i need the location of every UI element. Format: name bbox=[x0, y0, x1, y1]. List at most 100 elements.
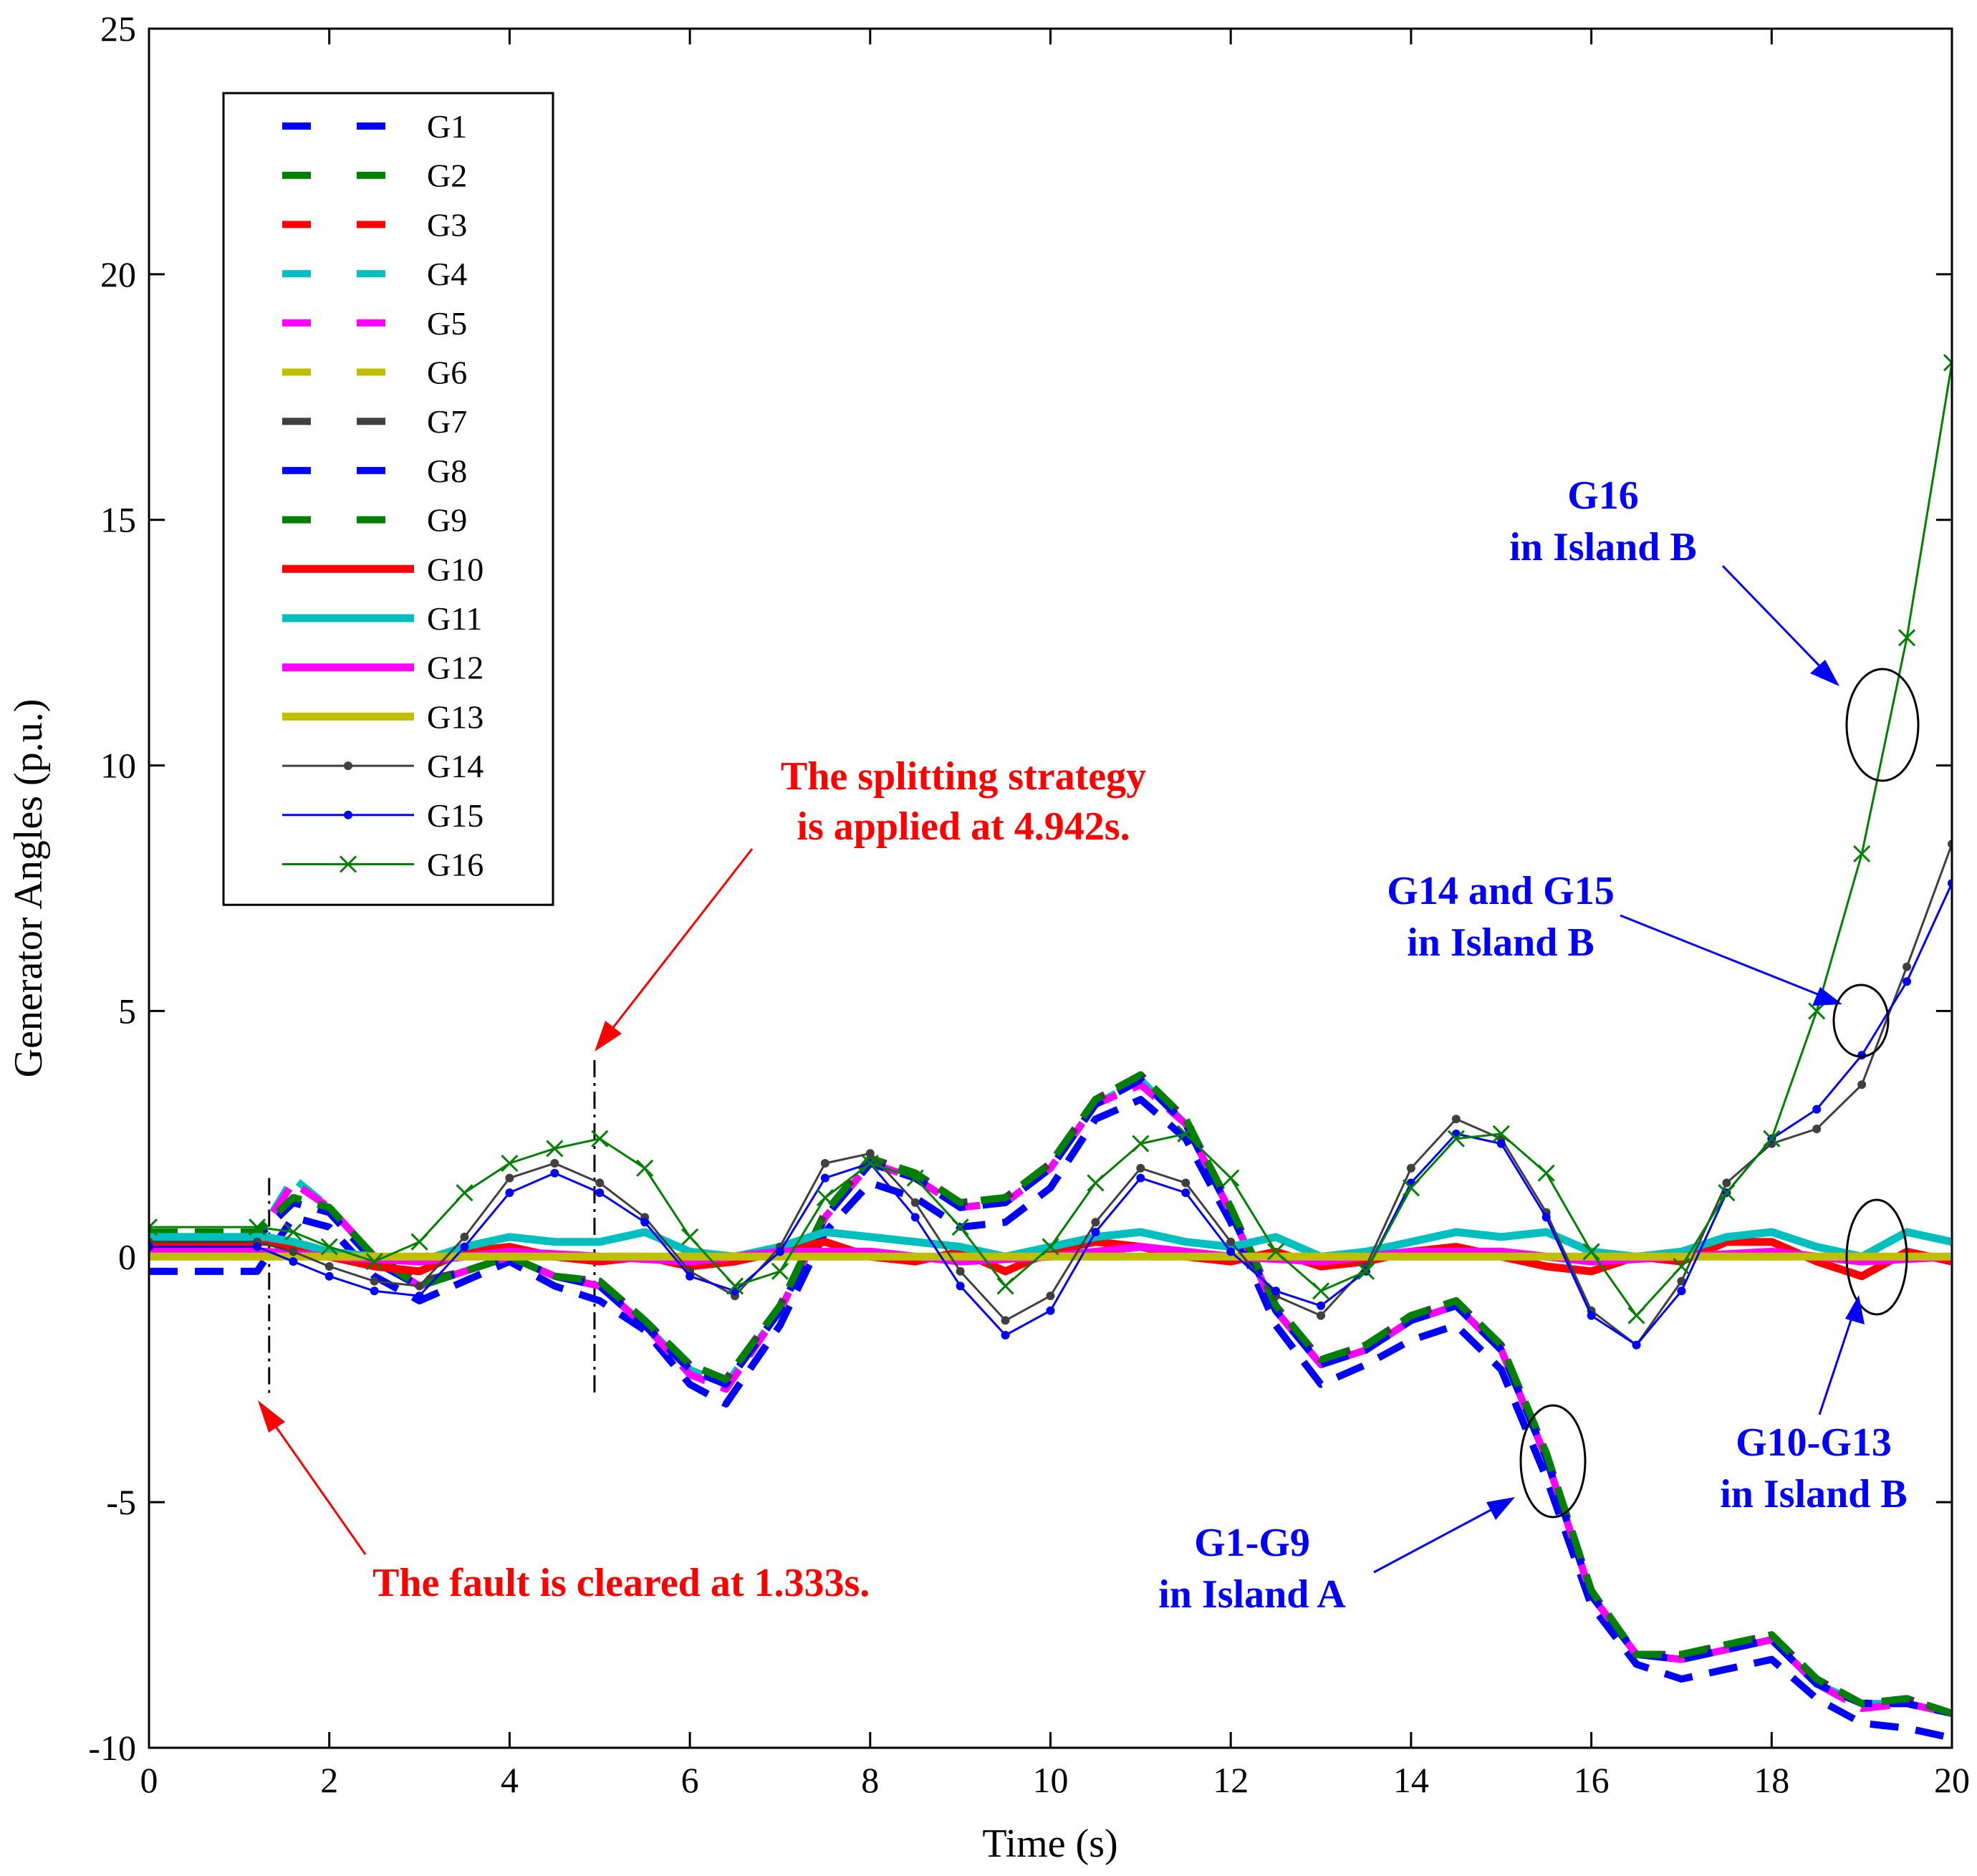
annotations: The fault is cleared at 1.333s. The spli… bbox=[258, 473, 1920, 1617]
series-g14-point bbox=[1046, 1291, 1055, 1301]
series-g16-point bbox=[501, 1154, 519, 1173]
g1013-arrowhead bbox=[1845, 1295, 1865, 1324]
series-g14-point bbox=[865, 1149, 875, 1158]
series-g14-point bbox=[595, 1178, 605, 1188]
fault-annotation: The fault is cleared at 1.333s. bbox=[372, 1561, 870, 1605]
series-g16-point bbox=[546, 1140, 564, 1158]
series-g1-line bbox=[149, 1095, 1952, 1742]
series-g16-point bbox=[1357, 1262, 1375, 1280]
series-g14-point bbox=[1091, 1218, 1100, 1227]
series-g14-point bbox=[289, 1247, 298, 1256]
series-g9-line bbox=[149, 1071, 1952, 1717]
series-g14-point bbox=[324, 1262, 334, 1271]
series-g14-point bbox=[1857, 1080, 1867, 1089]
g1013-arrow bbox=[1818, 1307, 1857, 1415]
series-g16-point bbox=[996, 1277, 1014, 1295]
g19-circle bbox=[1519, 1404, 1587, 1519]
series-g15-point bbox=[1903, 977, 1912, 986]
series-g16-point bbox=[1718, 1184, 1736, 1202]
series-g16-point bbox=[816, 1188, 834, 1207]
event-markers bbox=[268, 1060, 596, 1395]
series-g16-point bbox=[1087, 1174, 1105, 1192]
series-g16-point bbox=[320, 1238, 338, 1256]
x-tick-label: 8 bbox=[861, 1760, 879, 1800]
series-g14-point bbox=[956, 1266, 965, 1276]
g1415-arrow bbox=[1620, 914, 1831, 1001]
series-g14-point bbox=[1722, 1178, 1731, 1188]
legend-label-g15: G15 bbox=[427, 797, 484, 834]
legend-marker-g14 bbox=[344, 761, 352, 771]
series-g14-point bbox=[1181, 1178, 1190, 1188]
legend-marker-g16 bbox=[339, 855, 357, 873]
series-g16-point bbox=[771, 1262, 789, 1280]
plot-frame bbox=[148, 27, 1953, 1749]
series-g14-point bbox=[460, 1232, 469, 1241]
series-g15-point bbox=[1226, 1247, 1236, 1256]
series-g15-point bbox=[324, 1271, 334, 1281]
g19-annotation-line2: in Island A bbox=[1158, 1572, 1346, 1617]
series-g14-point bbox=[1136, 1163, 1145, 1173]
series-g16-point bbox=[591, 1130, 609, 1148]
legend-box bbox=[222, 92, 554, 906]
fault-arrowhead bbox=[258, 1400, 285, 1433]
series-g15-point bbox=[686, 1271, 695, 1281]
legend-marker-g15 bbox=[344, 810, 352, 819]
split-arrow bbox=[600, 848, 754, 1043]
y-tick-label: 5 bbox=[118, 991, 136, 1031]
series-g14-point bbox=[1406, 1163, 1415, 1173]
series-g15-point bbox=[820, 1173, 829, 1183]
series-g16-point bbox=[1582, 1243, 1600, 1261]
series-g16-point bbox=[410, 1233, 428, 1251]
g1415-arrowhead bbox=[1812, 987, 1842, 1006]
series-g16-point bbox=[1402, 1179, 1420, 1197]
series-g14-point bbox=[1001, 1316, 1010, 1325]
x-tick-label: 10 bbox=[1033, 1760, 1069, 1800]
series-g14-point bbox=[1677, 1276, 1686, 1286]
series-g15-point bbox=[1046, 1306, 1055, 1315]
x-tick-label: 6 bbox=[681, 1760, 699, 1800]
y-tick-label: -10 bbox=[88, 1728, 136, 1768]
series-g15-point bbox=[1632, 1340, 1641, 1350]
series-g15-point bbox=[370, 1286, 379, 1296]
series-g15-line bbox=[149, 882, 1952, 1347]
series-group bbox=[149, 354, 1952, 1742]
series-g16-point bbox=[726, 1277, 744, 1295]
split-arrowhead bbox=[595, 1021, 622, 1052]
series-g16-point bbox=[1132, 1135, 1150, 1153]
legend-label-g6: G6 bbox=[427, 355, 467, 391]
series-g14-line bbox=[149, 843, 1952, 1347]
x-tick-label: 20 bbox=[1934, 1760, 1970, 1800]
split-annotation-line1: The splitting strategy bbox=[781, 754, 1146, 799]
series-g16-point bbox=[284, 1223, 302, 1241]
series-g14-point bbox=[1317, 1311, 1326, 1320]
series-g15-point bbox=[1496, 1139, 1506, 1148]
series-g15-point bbox=[253, 1242, 262, 1251]
series-g16-point bbox=[1898, 629, 1916, 647]
series-g16-point bbox=[456, 1184, 473, 1202]
series-g16-point bbox=[1673, 1257, 1690, 1276]
series-g14-point bbox=[505, 1173, 514, 1183]
g1013-circle bbox=[1845, 1198, 1908, 1316]
legend-label-g16: G16 bbox=[427, 847, 484, 883]
g19-arrow bbox=[1373, 1501, 1505, 1574]
series-g15-point bbox=[1317, 1301, 1326, 1310]
series-g16-point bbox=[1808, 1002, 1826, 1020]
series-g16-point bbox=[1763, 1130, 1781, 1148]
g1415-circle bbox=[1832, 983, 1890, 1058]
y-tick-label: -5 bbox=[106, 1482, 136, 1522]
series-g15-point bbox=[640, 1218, 650, 1227]
series-g16-point bbox=[1222, 1169, 1240, 1187]
g1415-annotation-line1: G14 and G15 bbox=[1387, 869, 1614, 913]
series-g14-point bbox=[1903, 962, 1912, 971]
y-tick-label: 10 bbox=[100, 746, 136, 786]
g19-annotation-line1: G1-G9 bbox=[1194, 1521, 1310, 1565]
series-g16-point bbox=[1492, 1125, 1510, 1143]
series-g16-point bbox=[1042, 1238, 1059, 1256]
y-tick-label: 20 bbox=[100, 254, 136, 294]
x-tick-label: 12 bbox=[1213, 1760, 1249, 1800]
series-g15-point bbox=[289, 1257, 298, 1266]
series-g16-point bbox=[1312, 1282, 1330, 1300]
series-g15-point bbox=[1541, 1213, 1551, 1222]
y-tick-label: 15 bbox=[100, 500, 136, 540]
g16-arrowhead bbox=[1810, 660, 1839, 686]
